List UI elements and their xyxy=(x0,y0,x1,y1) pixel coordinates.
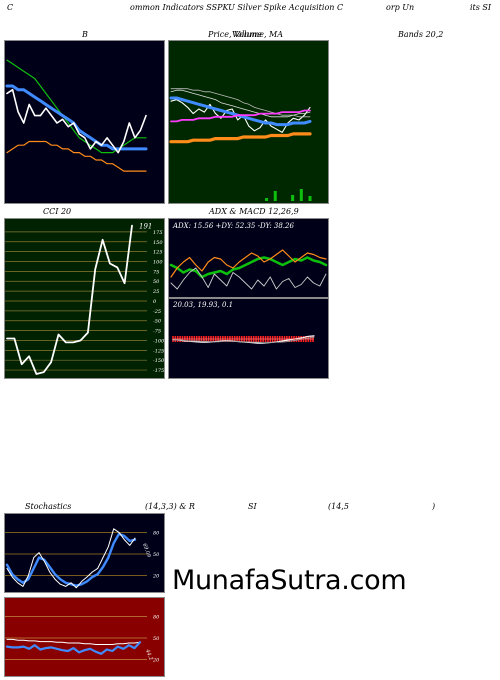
adx-readout: ADX: 15.56 +DY: 52.35 -DY: 38.26 xyxy=(173,222,294,230)
stoch-tick-label: 50 xyxy=(153,552,160,558)
volume-bar xyxy=(299,189,303,201)
bollinger-price-line xyxy=(6,88,147,154)
cci-panel: 175 150 125 100 75 50 25 0 -25 -50 -75 -100 -125 -150… xyxy=(4,218,165,379)
adx-title: ADX & MACD 12,26,9 xyxy=(209,207,299,216)
price-ma_gray-line xyxy=(170,88,311,118)
adx-panel: ADX: 15.56 +DY: 52.35 -DY: 38.26 xyxy=(168,218,329,298)
cci-title: CCI 20 xyxy=(43,207,72,216)
price-title-overlap: Volume xyxy=(232,30,262,39)
price-ma_orange-line xyxy=(169,132,312,144)
cci-tick-label: -125 xyxy=(153,348,164,354)
cci-last-value: 191 xyxy=(139,223,152,231)
price-ma_white-line xyxy=(170,89,311,118)
cci-tick-label: 175 xyxy=(153,230,163,236)
cci-tick-label: 25 xyxy=(152,289,159,295)
watermark: MunafaSutra.com xyxy=(172,565,407,596)
macd-signal_gray-line xyxy=(172,336,315,344)
adx-chart xyxy=(169,249,328,290)
price-panel xyxy=(168,40,329,204)
volume-bar xyxy=(291,195,295,201)
volume-bar xyxy=(265,198,269,201)
stoch-panel: 80 50 20 69.09 xyxy=(4,513,165,593)
rsi-tick-label: 20 xyxy=(152,658,160,664)
stoch-tick-label: 20 xyxy=(152,574,160,580)
stoch-last-value: 69.09 xyxy=(141,543,152,559)
stoch-chart: 80 50 20 69.09 xyxy=(5,528,160,589)
macd-panel: 26 20.03, 19.93, 0.1 xyxy=(168,298,329,379)
cci-tick-label: -25 xyxy=(153,309,161,315)
cci-tick-label: 100 xyxy=(153,260,163,266)
cci-chart: 175 150 125 100 75 50 25 0 -25 -50 -75 -100 -125 -150… xyxy=(5,223,164,375)
rsi-blue-line xyxy=(5,641,142,655)
price-title: Price, Volume, MA xyxy=(208,30,284,39)
cci-tick-label: 150 xyxy=(153,240,163,246)
stoch-d-line xyxy=(5,532,137,587)
header-title: ommon Indicators SSPKU Silver Spike Acqu… xyxy=(130,3,344,12)
price-chart xyxy=(169,88,312,201)
bollinger-lower-line xyxy=(6,140,147,172)
header-c: C xyxy=(7,3,14,12)
header-title-cont: orp Un xyxy=(386,3,415,12)
bollinger-title: B xyxy=(82,30,88,39)
price-ma_magenta-line xyxy=(170,109,311,123)
cci-tick-label: 0 xyxy=(153,299,157,305)
cci-tick-label: -150 xyxy=(153,358,164,364)
adx-minus_white-line xyxy=(170,267,327,290)
rsi-tick-label: 80 xyxy=(153,614,160,620)
macd-chart: 26 xyxy=(172,335,315,344)
cci-tick-label: -75 xyxy=(153,329,161,335)
cci-tick-label: -50 xyxy=(153,319,162,325)
bollinger-upper-line xyxy=(6,59,147,154)
rsi-title: SI xyxy=(248,502,257,511)
stoch-tick-label: 80 xyxy=(153,530,160,536)
cci-tick-label: -175 xyxy=(153,368,164,374)
stoch-k-line xyxy=(6,528,136,589)
rsi-white-line xyxy=(6,638,141,645)
adx-adx_green-line xyxy=(169,256,328,279)
cci-line xyxy=(6,224,133,375)
rsi-params: (14,5 xyxy=(328,502,349,511)
rsi-panel: 80 50 20 44.2 xyxy=(4,597,165,677)
bands-title: Bands 20,2 xyxy=(398,30,444,39)
bollinger-panel xyxy=(4,40,165,204)
volume-bar xyxy=(273,191,277,201)
bollinger-middle-line xyxy=(5,84,148,151)
stoch-params: (14,3,3) & R xyxy=(145,502,195,511)
rsi-close: ) xyxy=(432,502,436,511)
rsi-last-value: 44.2 xyxy=(144,648,154,661)
rsi-tick-label: 50 xyxy=(153,636,160,642)
cci-tick-label: 125 xyxy=(153,250,163,256)
macd-readout: 20.03, 19.93, 0.1 xyxy=(173,301,234,309)
stoch-title: Stochastics xyxy=(25,502,72,511)
volume-bar xyxy=(308,196,312,201)
cci-tick-label: 50 xyxy=(153,279,160,285)
adx-plus_orange-line xyxy=(170,249,327,278)
cci-tick-label: 75 xyxy=(153,269,159,275)
bollinger-chart xyxy=(5,59,148,172)
cci-tick-label: -100 xyxy=(153,338,164,344)
header-title-end: its SI xyxy=(470,3,492,12)
